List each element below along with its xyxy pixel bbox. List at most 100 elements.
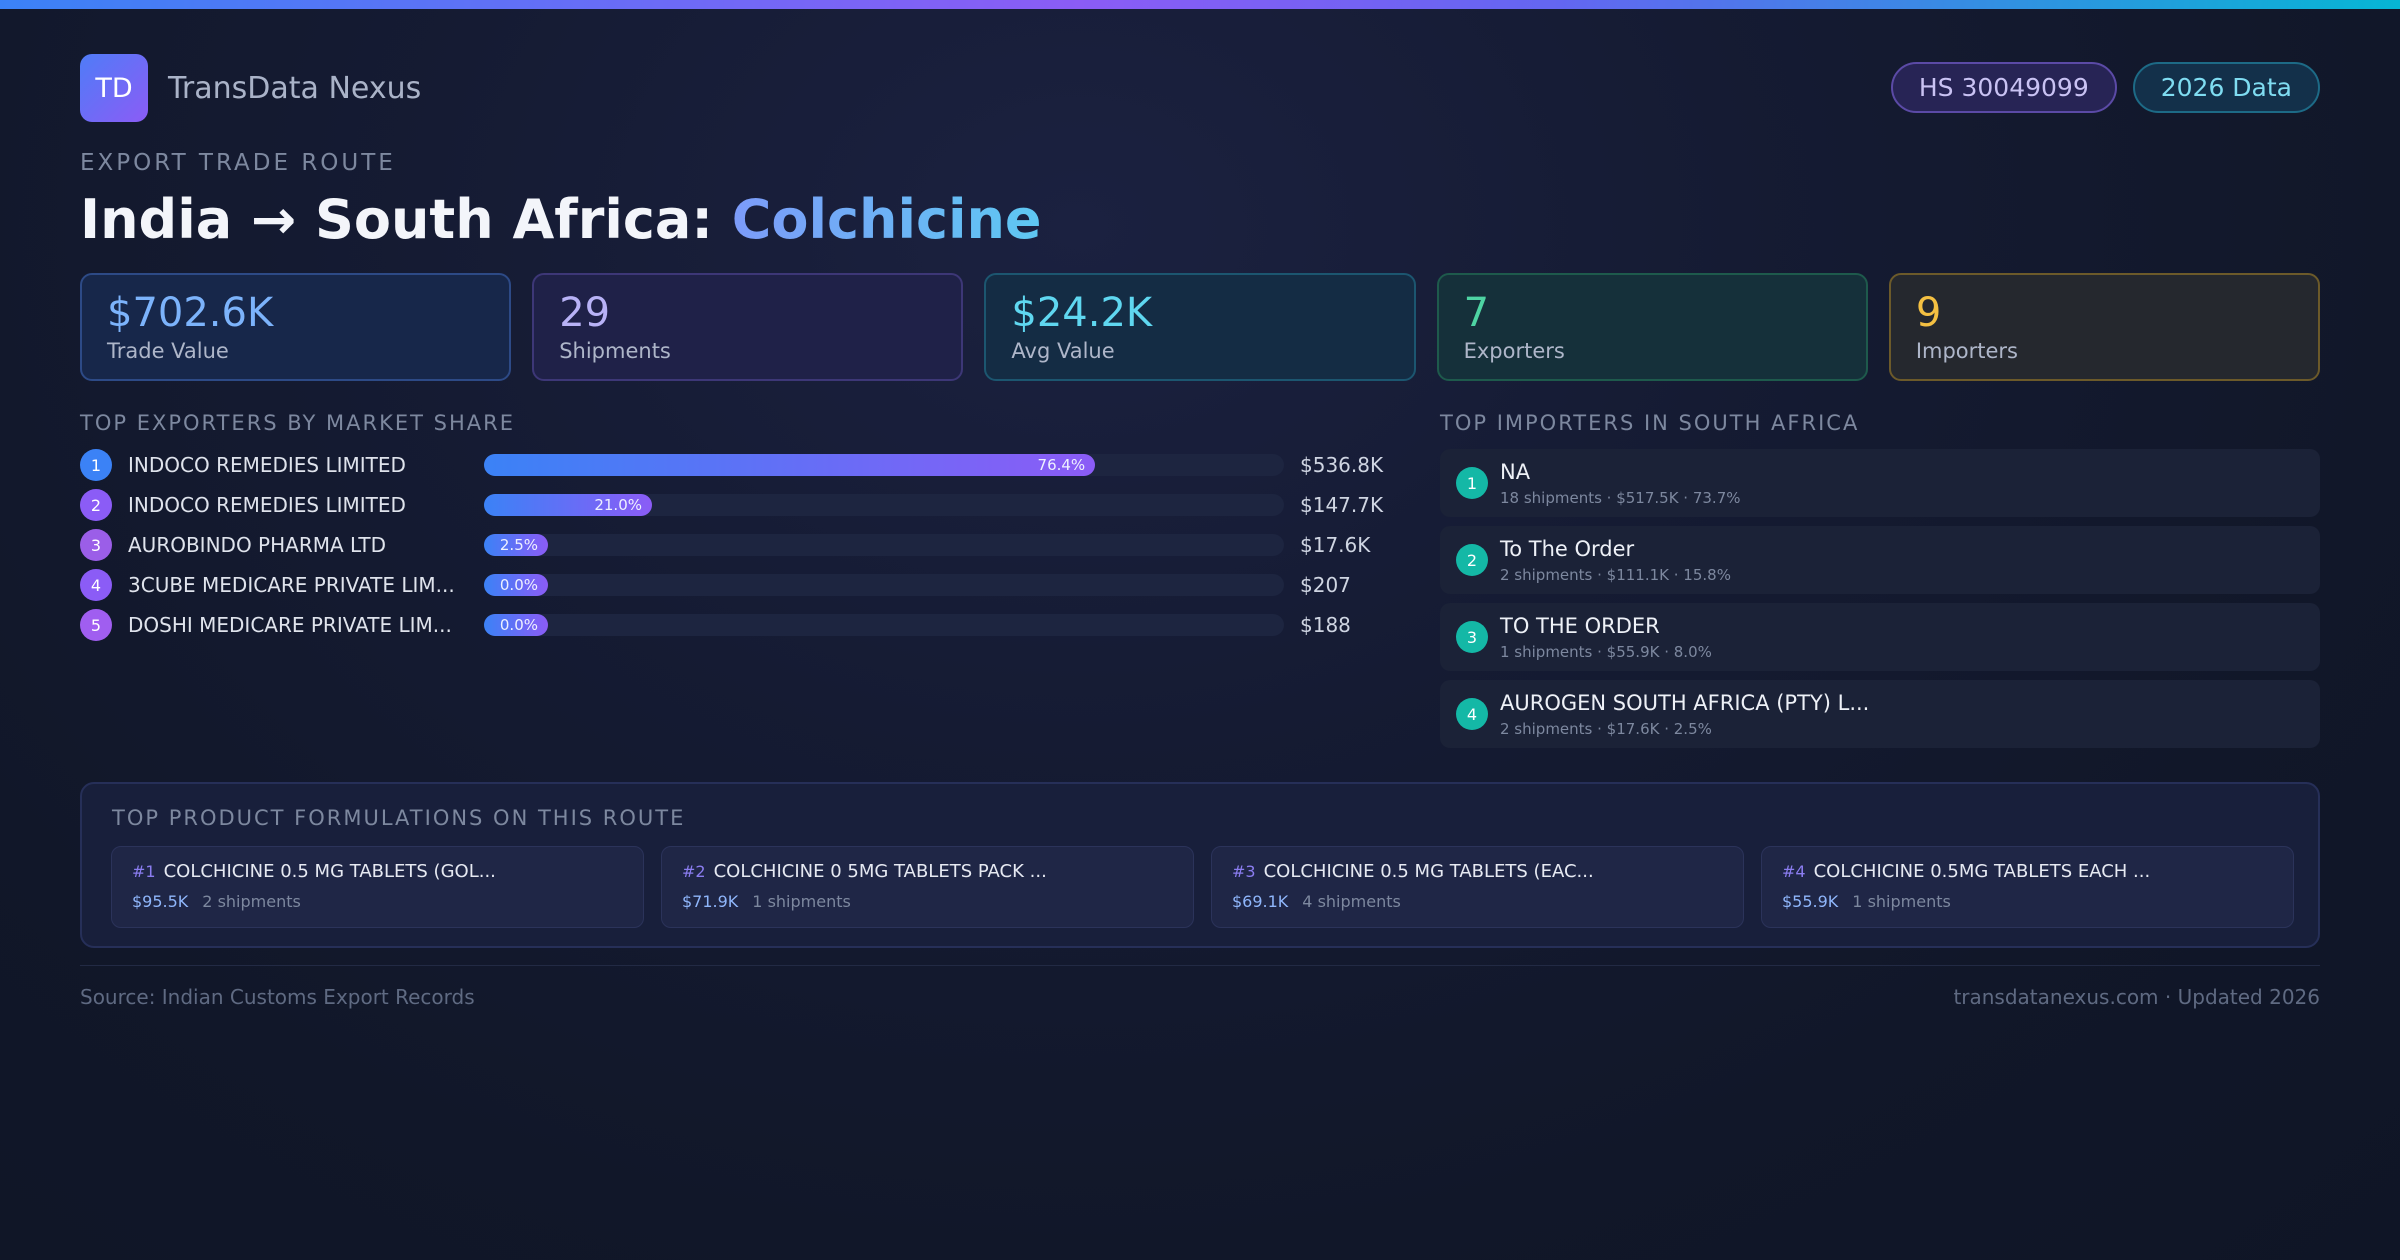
exporters-heading: TOP EXPORTERS BY MARKET SHARE [80,411,516,435]
importer-meta: 2 shipments · $17.6K · 2.5% [1500,720,1712,738]
share-bar-label: 0.0% [499,576,538,594]
formulation-card[interactable]: #4 COLCHICINE 0.5MG TABLETS EACH ... $55.… [1761,846,2294,928]
importer-name: AUROGEN SOUTH AFRICA (PTY) L... [1500,691,1870,715]
brand-logo: TD [80,54,148,122]
stat-card-exporters: 7 Exporters [1436,273,1868,381]
title-route: India → South Africa: [80,188,732,251]
share-bar-label: 76.4% [1037,456,1086,474]
brand[interactable]: TD TransData Nexus [80,54,421,122]
importer-rank-badge: 1 [1456,467,1488,499]
stat-label: Importers [1915,339,2019,363]
importer-card[interactable]: 3 TO THE ORDER 1 shipments · $55.9K · 8.… [1440,603,2320,671]
exporter-rank-badge: 2 [80,489,112,521]
header-badges: HS 30049099 2026 Data [1890,62,2320,113]
exporter-rank-badge: 1 [80,449,112,481]
stat-value: 29 [559,290,611,336]
importer-meta: 2 shipments · $111.1K · 15.8% [1500,566,1731,584]
importer-name: NA [1500,460,1531,484]
stat-label: Shipments [559,339,671,363]
share-bar-fill: 21.0% [484,494,652,516]
stat-card-avg-value: $24.2K Avg Value [984,273,1416,381]
importer-card[interactable]: 1 NA 18 shipments · $517.5K · 73.7% [1440,449,2320,517]
formulation-name: COLCHICINE 0 5MG TABLETS PACK ... [713,861,1047,882]
exporter-value: $207 [1300,573,1351,597]
exporter-value: $536.8K [1300,453,1384,477]
hs-code-badge[interactable]: HS 30049099 [1890,62,2117,113]
importer-rank-badge: 3 [1456,621,1488,653]
stat-value: 9 [1915,290,1942,336]
share-bar-track: 2.5% [484,534,1284,556]
formulation-card[interactable]: #3 COLCHICINE 0.5 MG TABLETS (EAC... $69.… [1211,846,1744,928]
share-bar-track: 0.0% [484,574,1284,596]
formulation-shipments: 4 shipments [1302,892,1401,911]
importer-name: TO THE ORDER [1500,614,1660,638]
share-bar-fill: 2.5% [484,534,548,556]
stat-value: $24.2K [1011,290,1153,336]
stat-card-shipments: 29 Shipments [532,273,964,381]
importer-rank-badge: 2 [1456,544,1488,576]
footer-divider [80,965,2320,966]
page-title: India → South Africa: Colchicine [80,188,1042,251]
brand-name: TransData Nexus [168,70,422,106]
data-year-badge[interactable]: 2026 Data [2132,62,2320,113]
importer-meta: 1 shipments · $55.9K · 8.0% [1500,643,1712,661]
exporter-value: $188 [1300,613,1351,637]
exporter-row[interactable]: 3 AUROBINDO PHARMA LTD 2.5% $17.6K [80,529,1380,561]
exporter-value: $147.7K [1300,493,1384,517]
importer-card[interactable]: 2 To The Order 2 shipments · $111.1K · 1… [1440,526,2320,594]
share-bar-label: 21.0% [594,496,642,514]
exporter-row[interactable]: 4 3CUBE MEDICARE PRIVATE LIM... 0.0% $20… [80,569,1380,601]
share-bar-fill: 0.0% [484,614,548,636]
stat-card-trade-value: $702.6K Trade Value [80,273,512,381]
stat-label: Trade Value [107,339,229,363]
importer-card[interactable]: 4 AUROGEN SOUTH AFRICA (PTY) L... 2 ship… [1440,680,2320,748]
importer-name: To The Order [1500,537,1635,561]
formulation-value: $71.9K [682,892,739,911]
exporter-rank-badge: 5 [80,609,112,641]
stat-card-importers: 9 Importers [1888,273,2321,381]
share-bar-track: 76.4% [484,454,1284,476]
formulation-rank: #1 [132,862,156,881]
exporter-row[interactable]: 5 DOSHI MEDICARE PRIVATE LIM... 0.0% $18… [80,609,1380,641]
share-bar-track: 0.0% [484,614,1284,636]
page-eyebrow: EXPORT TRADE ROUTE [80,150,396,176]
exporter-name: DOSHI MEDICARE PRIVATE LIM... [128,613,452,637]
importer-rank-badge: 4 [1456,698,1488,730]
footer-source: Source: Indian Customs Export Records [80,985,475,1009]
exporter-row[interactable]: 1 INDOCO REMEDIES LIMITED 76.4% $536.8K [80,449,1384,481]
title-product: Colchicine [731,188,1042,251]
formulation-value: $69.1K [1232,892,1289,911]
exporter-rank-badge: 3 [80,529,112,561]
formulation-card[interactable]: #1 COLCHICINE 0.5 MG TABLETS (GOL... $95.… [111,846,644,928]
footer-site-link[interactable]: transdatanexus.com · Updated 2026 [1953,985,2320,1009]
formulation-rank: #4 [1782,862,1806,881]
exporter-name: INDOCO REMEDIES LIMITED [128,493,406,517]
importers-heading: TOP IMPORTERS IN SOUTH AFRICA [1440,411,1860,435]
exporter-name: AUROBINDO PHARMA LTD [128,533,387,557]
formulations-list: #1 COLCHICINE 0.5 MG TABLETS (GOL... $95.… [111,846,2294,928]
exporter-rank-badge: 4 [80,569,112,601]
share-bar-fill: 0.0% [484,574,548,596]
exporter-name: INDOCO REMEDIES LIMITED [128,453,406,477]
formulation-value: $95.5K [132,892,189,911]
stat-cards: $702.6K Trade Value 29 Shipments $24.2K … [80,273,2321,381]
stat-value: $702.6K [107,290,274,336]
stat-value: 7 [1463,290,1490,336]
exporter-value: $17.6K [1300,533,1371,557]
formulation-shipments: 1 shipments [1852,892,1951,911]
formulations-heading: TOP PRODUCT FORMULATIONS ON THIS ROUTE [112,806,686,830]
importer-meta: 18 shipments · $517.5K · 73.7% [1500,489,1741,507]
top-accent-bar [0,0,2400,9]
formulation-shipments: 1 shipments [752,892,851,911]
share-bar-label: 2.5% [499,536,538,554]
formulation-name: COLCHICINE 0.5MG TABLETS EACH ... [1813,861,2151,882]
exporter-name: 3CUBE MEDICARE PRIVATE LIM... [128,573,455,597]
stat-label: Avg Value [1011,339,1115,363]
formulations-panel: TOP PRODUCT FORMULATIONS ON THIS ROUTE #… [80,782,2320,948]
formulation-rank: #3 [1232,862,1256,881]
exporter-row[interactable]: 2 INDOCO REMEDIES LIMITED 21.0% $147.7K [80,489,1384,521]
share-bar-track: 21.0% [484,494,1284,516]
formulation-card[interactable]: #2 COLCHICINE 0 5MG TABLETS PACK ... $71.… [661,846,1194,928]
share-bar-fill: 76.4% [484,454,1096,476]
formulation-rank: #2 [682,862,706,881]
